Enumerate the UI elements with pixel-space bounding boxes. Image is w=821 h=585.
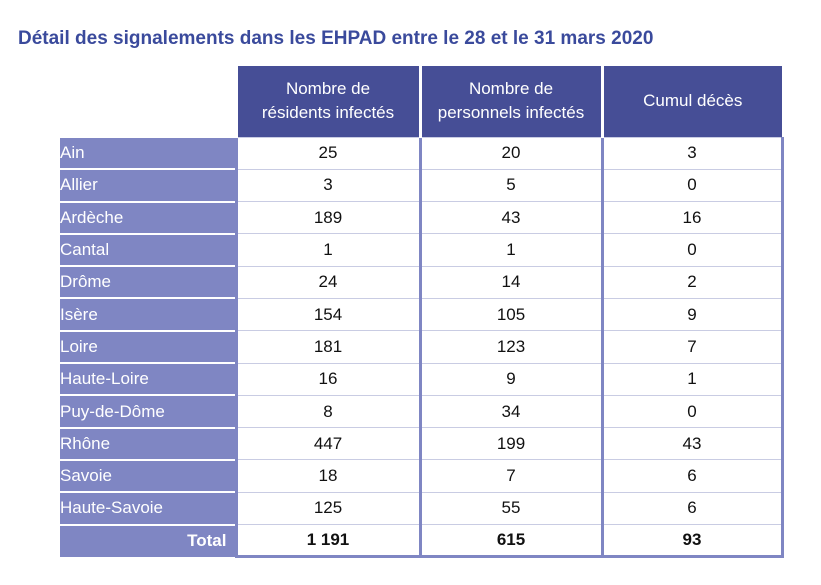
header-row: Nombre de résidents infectés Nombre de p… [60, 66, 782, 137]
cell-residents: 3 [234, 168, 420, 202]
page-title: Détail des signalements dans les EHPAD e… [18, 28, 654, 49]
row-label: Ardèche [60, 200, 236, 234]
cell-residents: 8 [234, 394, 420, 428]
table-row: Savoie 18 7 6 [60, 458, 784, 493]
cell-personnels: 43 [418, 201, 602, 234]
cell-deces: 93 [600, 524, 784, 559]
cell-deces: 6 [600, 491, 784, 525]
cell-personnels: 34 [418, 394, 602, 428]
column-header-label: Nombre de résidents infectés [261, 79, 395, 123]
cell-residents: 447 [234, 427, 420, 460]
cell-deces: 7 [600, 330, 784, 364]
cell-residents: 16 [234, 362, 420, 396]
cell-personnels: 105 [418, 297, 602, 331]
cell-deces: 6 [600, 459, 784, 493]
table-row: Isère 154 105 9 [60, 297, 784, 331]
row-label: Drôme [60, 265, 236, 299]
cell-deces: 0 [600, 394, 784, 428]
cell-residents: 154 [234, 297, 420, 331]
cell-residents: 25 [234, 136, 420, 170]
corner-cell [60, 66, 236, 137]
cell-residents: 24 [234, 265, 420, 299]
cell-deces: 0 [600, 233, 784, 267]
cell-residents: 18 [234, 459, 420, 493]
cell-residents: 189 [234, 201, 420, 234]
cell-personnels: 5 [418, 168, 602, 202]
ehpad-table: Nombre de résidents infectés Nombre de p… [60, 66, 784, 559]
table-row: Drôme 24 14 2 [60, 265, 784, 299]
column-header-deces: Cumul décès [600, 66, 782, 137]
table-row: Ardèche 189 43 16 [60, 200, 784, 234]
cell-deces: 16 [600, 201, 784, 234]
total-row: Total 1 191 615 93 [60, 523, 784, 559]
table-row: Haute-Savoie 125 55 6 [60, 491, 784, 525]
cell-personnels: 20 [418, 136, 602, 170]
table-body: Ain 25 20 3 Allier 3 5 0 Ardèche 189 43 16 Cantal 1 1 0… [60, 135, 784, 559]
cell-personnels: 9 [418, 362, 602, 396]
cell-residents: 181 [234, 330, 420, 364]
table-row: Allier 3 5 0 [60, 168, 784, 202]
row-label: Allier [60, 168, 236, 202]
column-header-label: Cumul décès [643, 91, 743, 111]
cell-deces: 2 [600, 265, 784, 299]
cell-residents: 1 191 [234, 524, 420, 559]
cell-personnels: 55 [418, 491, 602, 525]
table-row: Puy-de-Dôme 8 34 0 [60, 394, 784, 428]
table-row: Cantal 1 1 0 [60, 232, 784, 267]
table-row: Loire 181 123 7 [60, 329, 784, 364]
cell-deces: 0 [600, 168, 784, 202]
table-row: Ain 25 20 3 [60, 135, 784, 170]
cell-deces: 1 [600, 362, 784, 396]
cell-personnels: 7 [418, 459, 602, 493]
column-header-residents: Nombre de résidents infectés [234, 66, 420, 137]
row-label: Haute-Savoie [60, 491, 236, 525]
table-row: Haute-Loire 16 9 1 [60, 362, 784, 396]
row-label: Ain [60, 135, 236, 170]
cell-personnels: 199 [418, 427, 602, 460]
table-row: Rhône 447 199 43 [60, 426, 784, 460]
row-label: Puy-de-Dôme [60, 394, 236, 428]
cell-personnels: 615 [418, 524, 602, 559]
row-label: Savoie [60, 458, 236, 493]
row-label: Isère [60, 297, 236, 331]
row-label: Loire [60, 329, 236, 364]
row-label: Haute-Loire [60, 362, 236, 396]
cell-deces: 3 [600, 136, 784, 170]
cell-residents: 1 [234, 233, 420, 267]
cell-personnels: 1 [418, 233, 602, 267]
cell-personnels: 123 [418, 330, 602, 364]
row-label: Cantal [60, 232, 236, 267]
column-header-label: Nombre de personnels infectés [437, 79, 585, 123]
row-label: Total [60, 523, 236, 557]
cell-deces: 9 [600, 297, 784, 331]
cell-deces: 43 [600, 427, 784, 460]
cell-personnels: 14 [418, 265, 602, 299]
column-header-personnels: Nombre de personnels infectés [418, 66, 602, 137]
row-label: Rhône [60, 426, 236, 460]
cell-residents: 125 [234, 491, 420, 525]
